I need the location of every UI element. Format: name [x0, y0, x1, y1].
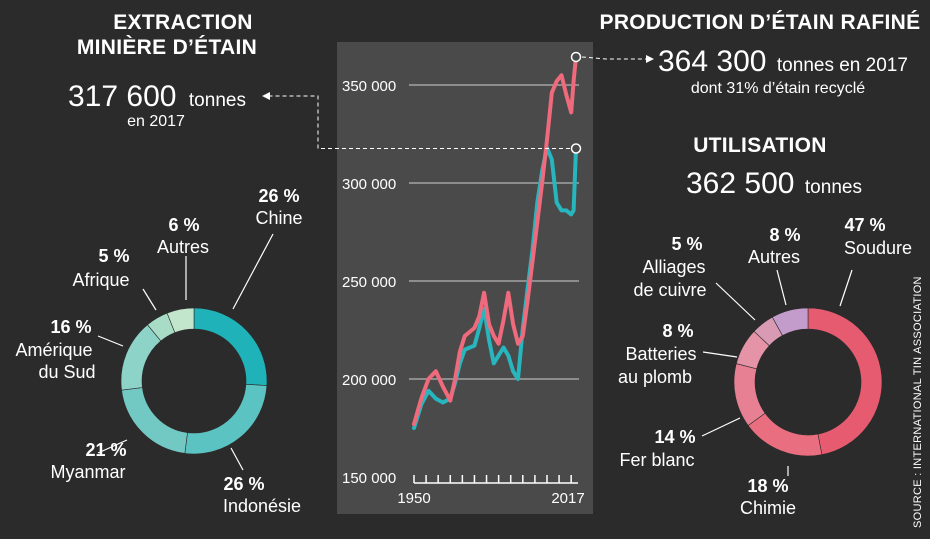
slice-label-chimie: Chimie [740, 498, 796, 518]
extraction-donut-slice-0 [193, 307, 268, 386]
slice-pct-amerique: 16 % [50, 317, 91, 337]
slice-pct-autres-left: 6 % [168, 215, 199, 235]
slice-label-soudure: Soudure [844, 238, 912, 258]
label-line-afrique [142, 288, 157, 311]
label-line-batteries [702, 351, 738, 358]
slice-pct-myanmar: 21 % [85, 440, 126, 460]
x-tick-label: 2017 [551, 490, 584, 507]
slice-label-amerique-line2: du Sud [38, 362, 95, 382]
label-line-amerique [97, 335, 124, 347]
production-callout-line [581, 56, 646, 60]
utilisation-unit: tonnes [805, 177, 862, 198]
label-line-chine [232, 233, 274, 310]
slice-pct-afrique: 5 % [98, 246, 129, 266]
production-total: 364 300 tonnes en 2017 [658, 45, 908, 78]
extraction-callout-line [270, 95, 570, 150]
utilisation-total: 362 500 tonnes [686, 167, 862, 200]
slice-label-afrique: Afrique [72, 270, 129, 290]
y-tick-label: 350 000 [342, 78, 396, 95]
extraction-donut-slice-1 [184, 383, 268, 455]
label-line-autres-right [776, 269, 787, 306]
utilisation-donut-slice-0 [807, 307, 883, 456]
y-tick-label: 250 000 [342, 274, 396, 291]
extraction-title-line1: EXTRACTION [113, 11, 253, 34]
label-line-soudure [839, 269, 853, 307]
slice-label-alliages-line2: de cuivre [633, 280, 706, 300]
y-tick-label: 300 000 [342, 176, 396, 193]
production-callout-arrow [646, 54, 654, 63]
extraction-donut [120, 307, 268, 455]
extraction-donut-slice-5 [166, 307, 195, 334]
y-tick-label: 150 000 [342, 470, 396, 487]
slice-label-myanmar: Myanmar [50, 462, 125, 482]
extraction-unit: tonnes [189, 90, 246, 111]
slice-label-autres-right: Autres [748, 247, 800, 267]
slice-label-alliages-line1: Alliages [642, 257, 705, 277]
extraction-total: 317 600 tonnes [68, 80, 246, 113]
extraction-donut-slice-2 [121, 387, 188, 454]
slice-label-batteries-line1: Batteries [625, 344, 696, 364]
production-series-line [412, 55, 578, 427]
x-tick-label: 1950 [397, 490, 430, 507]
utilisation-donut-slice-2 [733, 363, 766, 426]
utilisation-donut-labels: 47 % Soudure 18 % Chimie 14 % Fer blanc … [618, 215, 912, 518]
extraction-callout-arrow [262, 92, 270, 100]
extraction-donut-slice-3 [120, 324, 162, 391]
slice-pct-chine: 26 % [258, 186, 299, 206]
production-value: 364 300 [658, 45, 766, 78]
slice-label-autres-left: Autres [157, 237, 209, 257]
production-title: PRODUCTION D’ÉTAIN RAFINÉ [600, 11, 921, 34]
slice-pct-chimie: 18 % [747, 476, 788, 496]
utilisation-donut-slice-5 [771, 307, 809, 336]
utilisation-donut-slice-1 [747, 412, 823, 457]
label-line-indonesie [230, 447, 244, 471]
slice-pct-indonesie: 26 % [223, 474, 264, 494]
extraction-title-line2: MINIÈRE D’ÉTAIN [77, 36, 257, 59]
label-line-myanmar [97, 439, 128, 454]
extraction-year-note: en 2017 [127, 113, 185, 130]
label-line-alliages [715, 282, 756, 321]
slice-pct-batteries: 8 % [662, 321, 693, 341]
extraction-value: 317 600 [68, 80, 176, 113]
slice-label-amerique-line1: Amérique [15, 340, 92, 360]
utilisation-value: 362 500 [686, 167, 794, 200]
slice-pct-alliages: 5 % [671, 234, 702, 254]
label-line-fer-blanc [701, 417, 741, 437]
slice-label-indonesie: Indonésie [223, 496, 301, 516]
slice-pct-autres-right: 8 % [769, 225, 800, 245]
production-note: dont 31% d’étain recyclé [691, 80, 865, 97]
y-tick-label: 200 000 [342, 372, 396, 389]
source-note: SOURCE : INTERNATIONAL TIN ASSOCIATION [912, 276, 924, 528]
extraction-endpoint-marker [570, 143, 582, 154]
slice-pct-fer-blanc: 14 % [654, 427, 695, 447]
production-unit: tonnes en 2017 [777, 55, 908, 76]
extraction-donut-labels: 26 % Chine 26 % Indonésie 21 % Myanmar 1… [15, 186, 302, 516]
slice-label-fer-blanc: Fer blanc [619, 450, 694, 470]
production-endpoint-marker [570, 51, 582, 63]
utilisation-donut [733, 307, 883, 457]
utilisation-title: UTILISATION [693, 134, 827, 157]
slice-pct-soudure: 47 % [844, 215, 885, 235]
slice-label-chine: Chine [255, 208, 302, 228]
slice-label-batteries-line2: au plomb [618, 367, 692, 387]
